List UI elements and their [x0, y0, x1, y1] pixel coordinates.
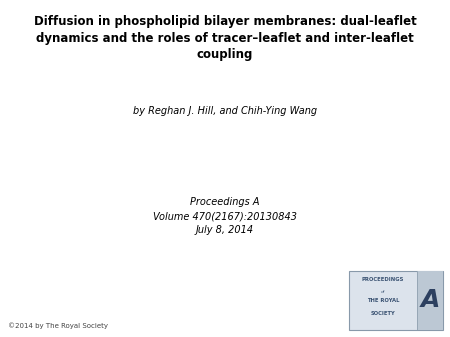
Text: by Reghan J. Hill, and Chih-Ying Wang: by Reghan J. Hill, and Chih-Ying Wang	[133, 106, 317, 116]
Bar	[417, 271, 443, 330]
Text: of: of	[381, 290, 385, 294]
Text: SOCIETY: SOCIETY	[370, 311, 395, 316]
Text: THE ROYAL: THE ROYAL	[366, 298, 399, 303]
Text: Diffusion in phospholipid bilayer membranes: dual-leaflet
dynamics and the roles: Diffusion in phospholipid bilayer membra…	[34, 15, 416, 61]
Text: PROCEEDINGS: PROCEEDINGS	[362, 277, 404, 282]
Text: A: A	[420, 287, 440, 312]
Text: Proceedings A
Volume 470(2167):20130843
July 8, 2014: Proceedings A Volume 470(2167):20130843 …	[153, 197, 297, 235]
Text: ©2014 by The Royal Society: ©2014 by The Royal Society	[8, 322, 108, 329]
